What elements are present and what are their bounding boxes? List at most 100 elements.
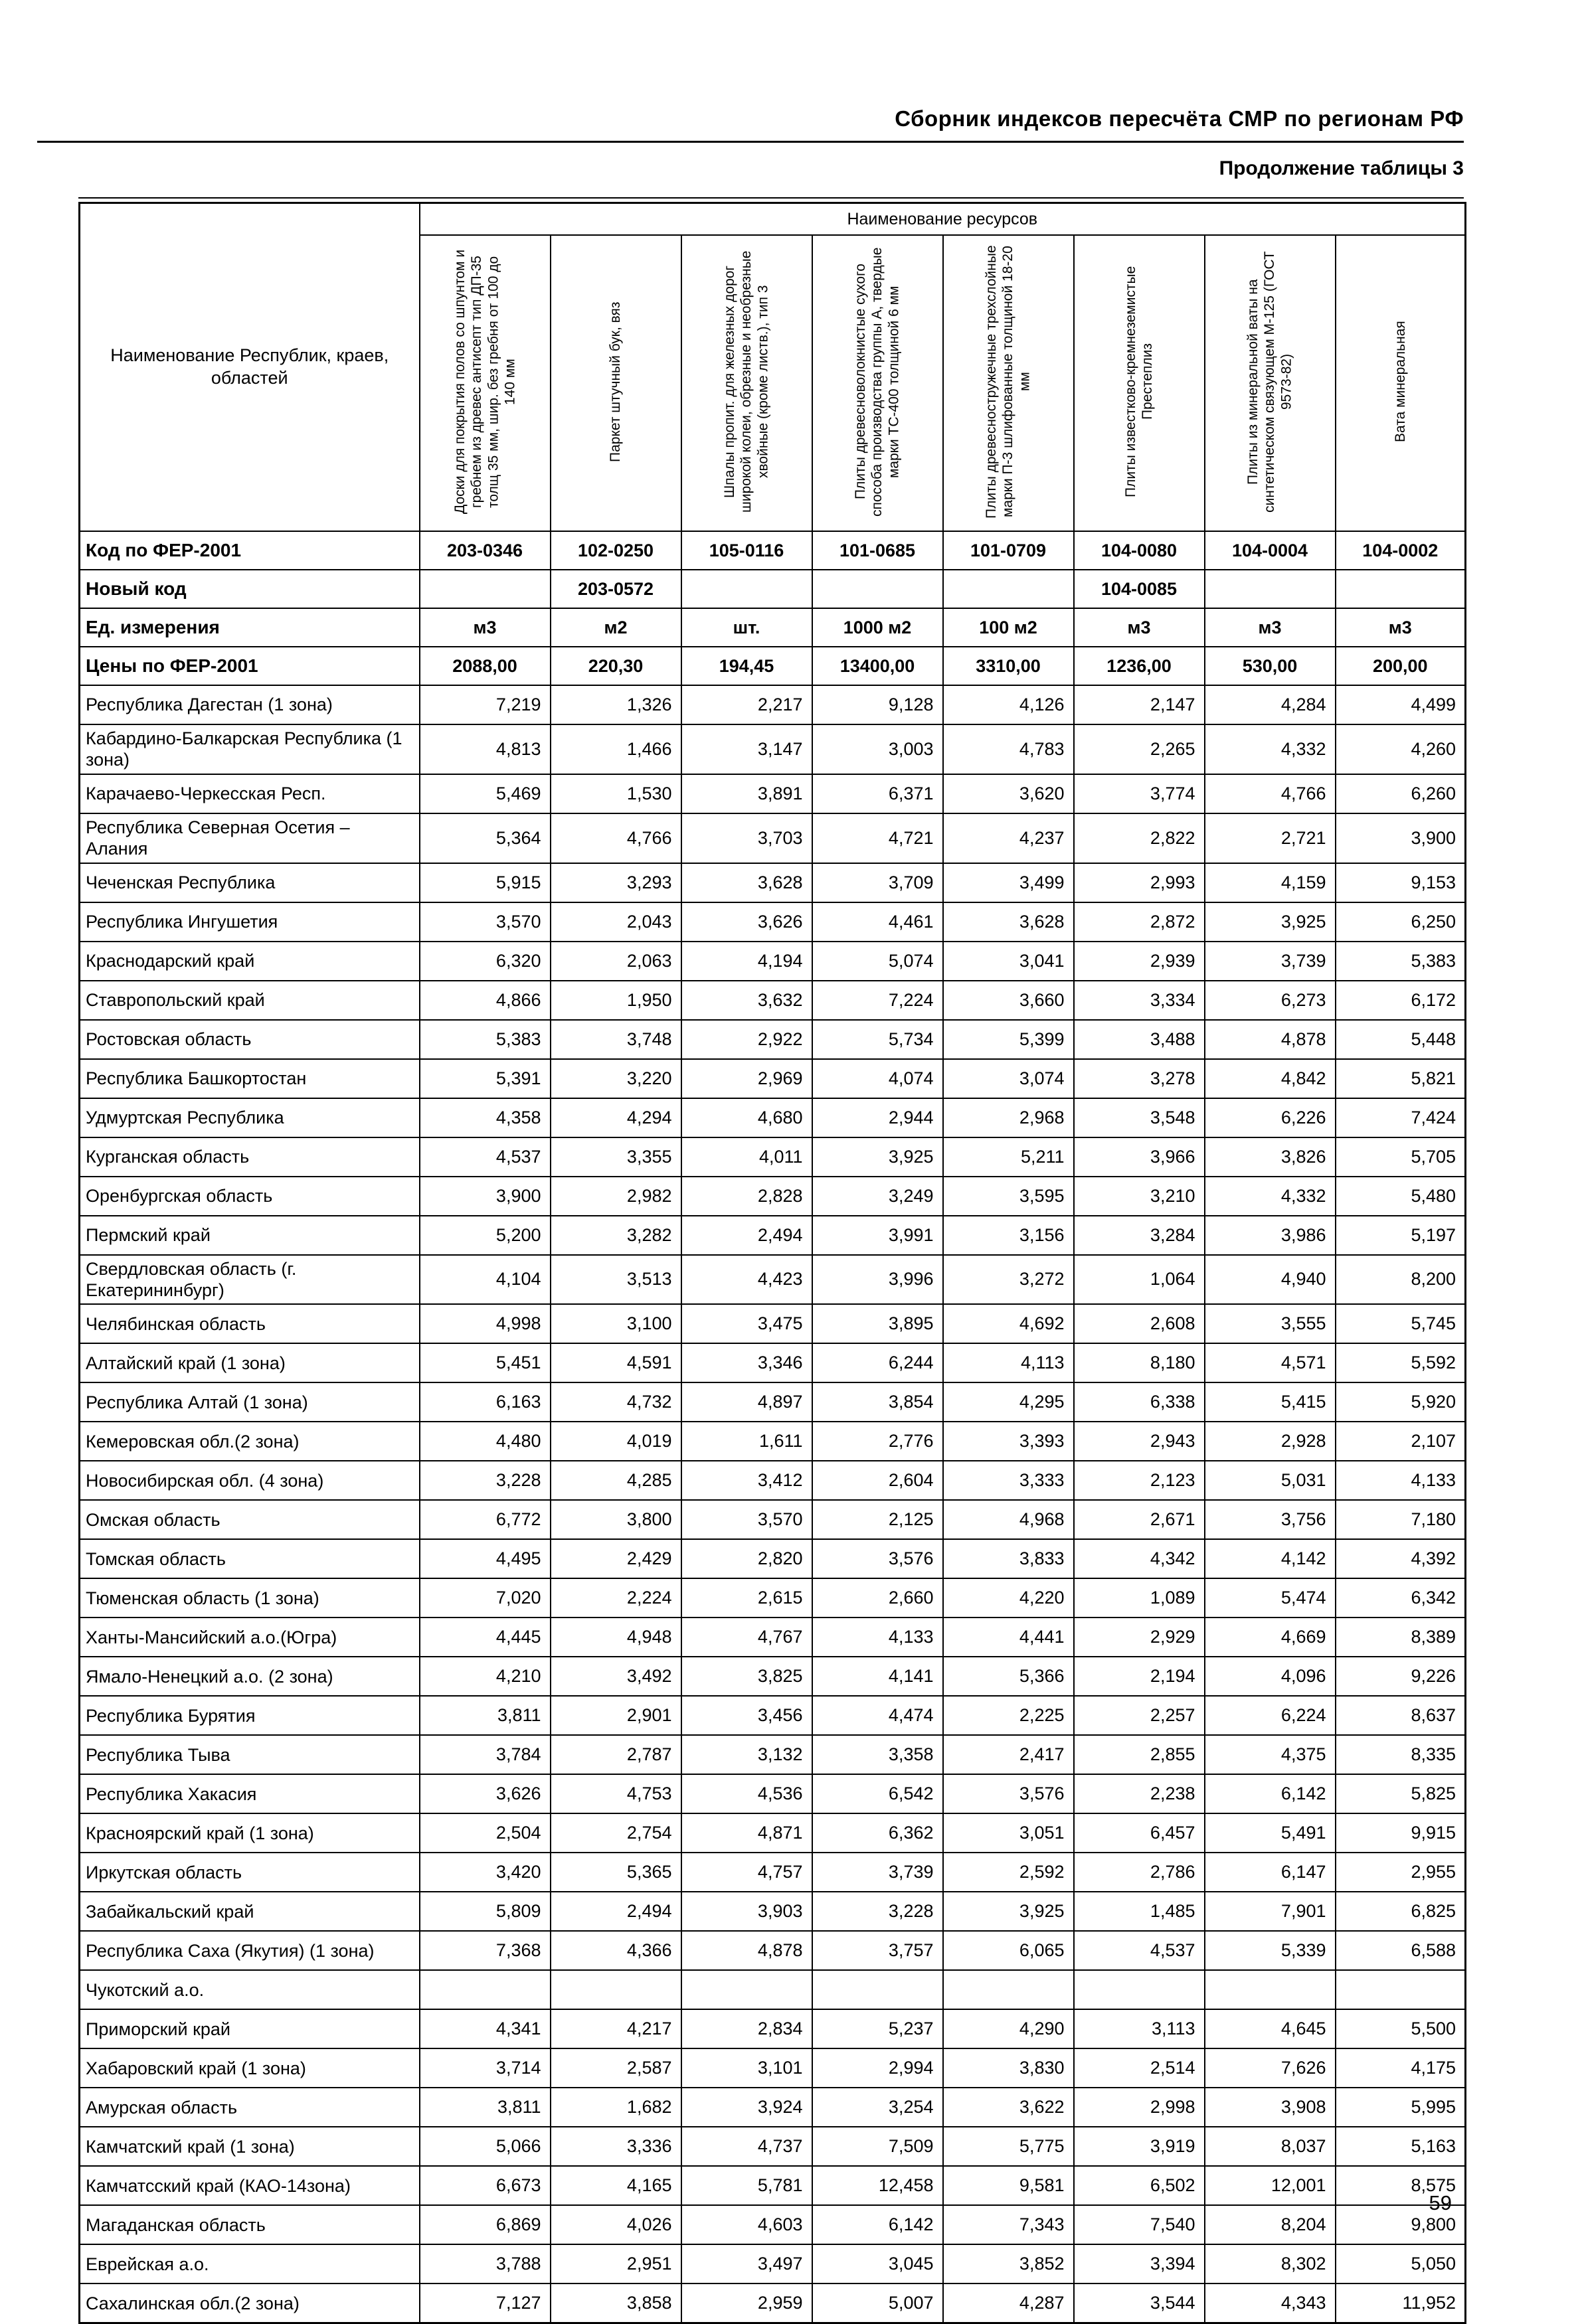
index-value-cell: 7,626 [1203, 2048, 1336, 2089]
index-value-cell: 3,513 [549, 1254, 682, 1305]
index-value-cell: 5,366 [942, 1656, 1075, 1697]
index-value-cell: 6,542 [811, 1774, 944, 1815]
index-value-cell: 3,113 [1073, 2009, 1205, 2050]
index-value-cell: 5,197 [1334, 1214, 1466, 1256]
index-value-cell: 2,969 [680, 1058, 813, 1099]
meta-value-cell: м3 [1203, 608, 1336, 647]
index-value-cell: 5,200 [418, 1214, 551, 1256]
table-row: Кемеровская обл.(2 зона) 4,480 4,019 1,611 2… [78, 1421, 1466, 1462]
meta-value-cell: 200,00 [1334, 646, 1466, 686]
index-value-cell: 3,051 [942, 1813, 1075, 1854]
table-row: Хабаровский край (1 зона) 3,714 2,587 3,101… [78, 2048, 1466, 2089]
index-value-cell: 4,133 [811, 1617, 944, 1658]
region-name-cell: Кемеровская обл.(2 зона) [78, 1421, 420, 1462]
index-value-cell: 4,813 [418, 724, 551, 775]
index-value-cell: 4,537 [418, 1136, 551, 1177]
index-value-cell: 2,587 [549, 2048, 682, 2089]
meta-row: Новый код 203-0572 104-0085 [78, 569, 1466, 609]
table-row: Иркутская область 3,420 5,365 4,757 3,739 2,5… [78, 1852, 1466, 1893]
index-value-cell: 8,389 [1334, 1617, 1466, 1658]
index-value-cell: 4,948 [549, 1617, 682, 1658]
index-value-cell: 3,555 [1203, 1303, 1336, 1345]
index-value-cell [680, 1969, 813, 2011]
index-value-cell: 1,485 [1073, 1891, 1205, 1932]
index-value-cell: 4,680 [680, 1097, 813, 1138]
index-value-cell: 2,217 [680, 685, 813, 725]
meta-row-label: Новый код [78, 569, 420, 609]
index-value-cell: 4,285 [549, 1460, 682, 1501]
resource-column-header-text: Плиты древесноволокнистые сухого способа… [853, 246, 902, 517]
index-value-cell: 3,393 [942, 1421, 1075, 1462]
table-row: Республика Северная Осетия – Алания 5,364… [78, 812, 1466, 864]
index-value-cell: 3,811 [418, 1695, 551, 1736]
index-value-cell: 4,878 [1203, 1019, 1336, 1060]
table-row: Чеченская Республика 5,915 3,293 3,628 3,709… [78, 862, 1466, 903]
index-value-cell: 3,660 [942, 979, 1075, 1021]
index-value-cell: 5,809 [418, 1891, 551, 1932]
index-value-cell: 3,394 [1073, 2244, 1205, 2285]
index-value-cell: 2,955 [1334, 1852, 1466, 1893]
index-value-cell: 1,530 [549, 773, 682, 814]
index-value-cell: 3,622 [942, 2087, 1075, 2128]
index-value-cell: 2,944 [811, 1097, 944, 1138]
index-value-cell: 6,250 [1334, 901, 1466, 942]
index-value-cell: 9,915 [1334, 1813, 1466, 1854]
index-value-cell: 6,142 [811, 2204, 944, 2246]
index-value-cell: 4,343 [1203, 2283, 1336, 2324]
index-value-cell: 4,669 [1203, 1617, 1336, 1658]
index-value-cell: 4,940 [1203, 1254, 1336, 1305]
resource-column-header-text: Плиты известково-кремнеземистые Престепл… [1122, 266, 1155, 497]
index-value-cell: 5,500 [1334, 2009, 1466, 2050]
index-value-cell: 3,228 [418, 1460, 551, 1501]
index-value-cell: 3,925 [942, 1891, 1075, 1932]
index-value-cell: 4,537 [1073, 1930, 1205, 1971]
index-value-cell: 4,294 [549, 1097, 682, 1138]
index-value-cell [1334, 1969, 1466, 2011]
index-value-cell: 2,265 [1073, 724, 1205, 775]
index-value-cell: 5,237 [811, 2009, 944, 2050]
table-row: Чукотский а.о. [78, 1969, 1466, 2011]
index-value-cell: 4,423 [680, 1254, 813, 1305]
index-value-cell: 6,172 [1334, 979, 1466, 1021]
index-value-cell: 5,007 [811, 2283, 944, 2324]
region-name-cell: Пермский край [78, 1214, 420, 1256]
index-value-cell: 3,412 [680, 1460, 813, 1501]
index-value-cell: 4,392 [1334, 1538, 1466, 1580]
index-value-cell: 6,869 [418, 2204, 551, 2246]
resource-column-header-text: Шпалы пропит. для железных дорог широкой… [722, 250, 771, 513]
index-value-cell: 6,772 [418, 1499, 551, 1540]
index-value-cell: 6,371 [811, 773, 944, 814]
index-value-cell: 3,336 [549, 2126, 682, 2167]
index-value-cell: 5,383 [1334, 940, 1466, 981]
index-value-cell: 3,757 [811, 1930, 944, 1971]
index-value-cell: 4,897 [680, 1382, 813, 1423]
index-value-cell: 4,645 [1203, 2009, 1336, 2050]
index-value-cell: 4,866 [418, 979, 551, 1021]
region-name-cell: Оренбургская область [78, 1175, 420, 1216]
resource-column-header-text: Плиты из минеральной ваты на синтетическ… [1245, 250, 1294, 513]
index-value-cell: 3,774 [1073, 773, 1205, 814]
region-name-cell: Краснодарский край [78, 940, 420, 981]
index-value-cell: 8,037 [1203, 2126, 1336, 2167]
meta-value-cell: м3 [1334, 608, 1466, 647]
resource-column-header-text: Вата минеральная [1392, 321, 1408, 442]
meta-value-cell: 1236,00 [1073, 646, 1205, 686]
region-name-cell: Еврейская а.о. [78, 2244, 420, 2285]
meta-value-cell: 102-0250 [549, 531, 682, 570]
index-value-cell: 4,295 [942, 1382, 1075, 1423]
index-value-cell: 8,200 [1334, 1254, 1466, 1305]
page-number: 59 [1429, 2191, 1452, 2214]
index-value-cell: 3,903 [680, 1891, 813, 1932]
meta-value-cell: 104-0002 [1334, 531, 1466, 570]
index-value-cell: 3,570 [680, 1499, 813, 1540]
index-value-cell: 9,800 [1334, 2204, 1466, 2246]
index-value-cell: 3,475 [680, 1303, 813, 1345]
index-value-cell: 5,211 [942, 1136, 1075, 1177]
index-value-cell: 4,366 [549, 1930, 682, 1971]
index-value-cell: 3,811 [418, 2087, 551, 2128]
index-value-cell: 3,919 [1073, 2126, 1205, 2167]
index-value-cell: 3,709 [811, 862, 944, 903]
index-value-cell: 2,787 [549, 1734, 682, 1776]
index-value-cell: 8,302 [1203, 2244, 1336, 2285]
table-row: Республика Ингушетия 3,570 2,043 3,626 4,461… [78, 901, 1466, 942]
